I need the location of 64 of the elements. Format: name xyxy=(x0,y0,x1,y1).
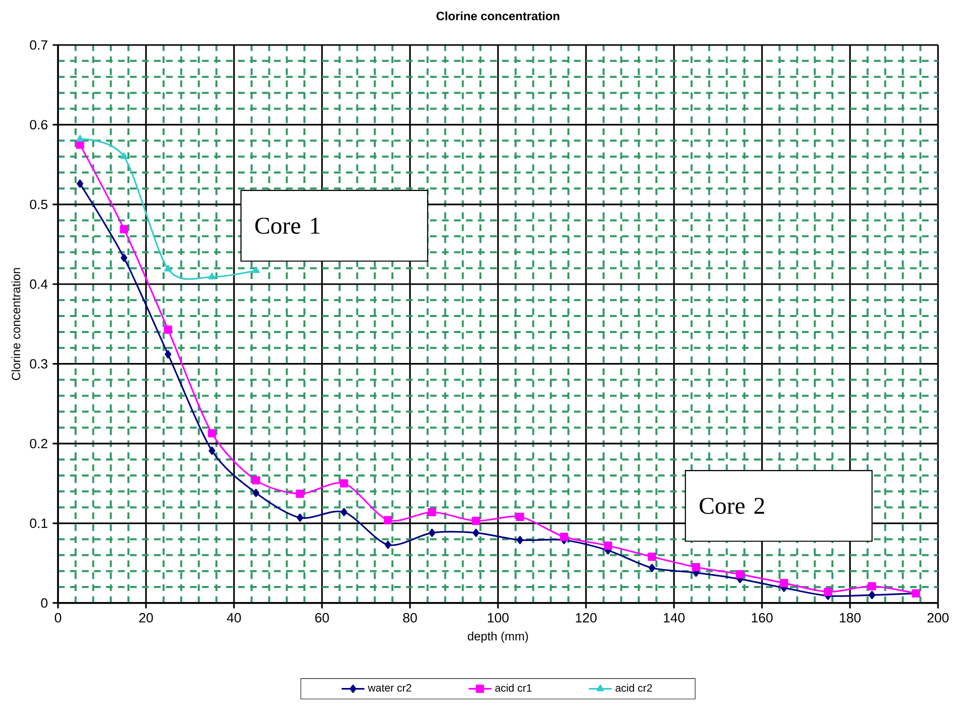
point xyxy=(648,552,656,561)
point xyxy=(868,582,876,590)
x-tick-label: 0 xyxy=(54,613,62,622)
point xyxy=(868,590,876,600)
point xyxy=(472,516,480,526)
point xyxy=(780,578,788,588)
x-tick-label: 120 xyxy=(576,613,597,622)
point xyxy=(76,180,84,188)
point xyxy=(516,536,524,544)
y-tick-label: 0.7 xyxy=(30,40,48,50)
point xyxy=(120,152,128,160)
point xyxy=(164,264,172,272)
point xyxy=(340,508,348,516)
point xyxy=(340,479,348,488)
point xyxy=(164,350,172,358)
y-tick-label: 0.1 xyxy=(30,518,48,528)
point xyxy=(824,588,832,596)
x-tick-label: 200 xyxy=(928,613,949,622)
chart-title: Clorine concentration xyxy=(436,11,560,20)
point xyxy=(428,508,436,516)
point xyxy=(76,134,84,142)
x-tick-label: 160 xyxy=(752,613,773,622)
point xyxy=(296,490,304,498)
y-axis-title: Clorine concentration xyxy=(11,268,20,380)
x-tick-label: 40 xyxy=(226,613,241,622)
point xyxy=(208,446,216,455)
point xyxy=(692,562,700,572)
x-tick-label: 100 xyxy=(488,613,509,622)
point xyxy=(208,429,216,438)
point xyxy=(736,570,744,578)
legend-label: acid cr1 xyxy=(495,684,532,692)
x-tick-label: 140 xyxy=(664,613,685,622)
y-tick-label: 0.3 xyxy=(30,359,48,369)
point xyxy=(252,266,260,274)
y-tick-label: 0.4 xyxy=(30,279,48,289)
point xyxy=(428,528,436,537)
point xyxy=(164,325,172,334)
legend-label: water cr2 xyxy=(368,684,412,692)
point xyxy=(296,514,304,522)
point xyxy=(516,512,524,522)
point xyxy=(384,540,392,549)
point xyxy=(252,488,260,498)
x-axis-title: depth (mm) xyxy=(468,632,528,643)
point xyxy=(208,272,216,280)
x-tick-label: 20 xyxy=(139,613,153,622)
x-tick-label: 80 xyxy=(403,613,417,622)
point xyxy=(560,532,568,541)
x-tick-label: 60 xyxy=(315,613,329,622)
point xyxy=(120,254,128,262)
annotation: Core 1 xyxy=(255,218,320,234)
annotation: Core 2 xyxy=(700,498,764,514)
y-tick-label: 0.5 xyxy=(30,200,48,210)
point xyxy=(604,541,612,550)
y-tick-label: 0.2 xyxy=(30,438,48,448)
point xyxy=(384,516,392,524)
point xyxy=(648,564,656,572)
point xyxy=(76,140,84,149)
y-tick-label: 0.6 xyxy=(30,120,48,130)
point xyxy=(120,224,128,234)
x-tick-label: 180 xyxy=(840,613,861,622)
point xyxy=(472,528,480,537)
legend-label: acid cr2 xyxy=(616,684,652,692)
point xyxy=(252,476,260,484)
y-tick-label: 0 xyxy=(41,598,48,608)
